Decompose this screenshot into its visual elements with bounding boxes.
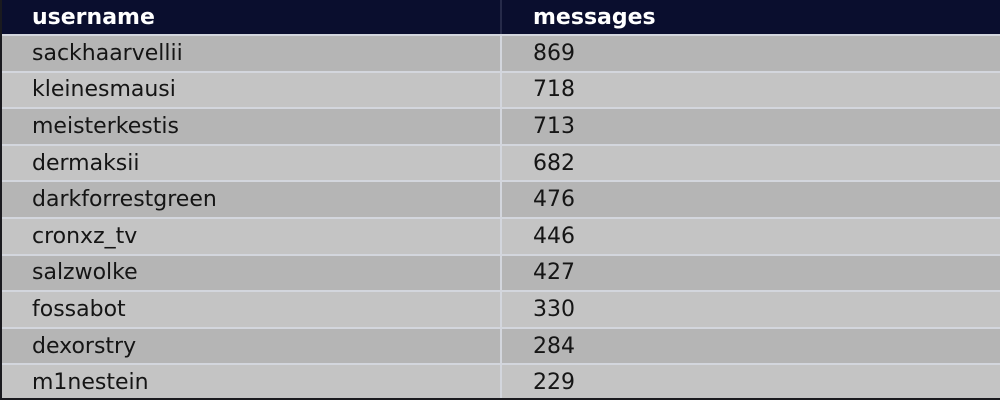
table-row: fossabot 330: [2, 292, 1000, 327]
username-cell: kleinesmausi: [2, 72, 500, 108]
messages-cell: 476: [502, 182, 1000, 217]
messages-cell: 682: [502, 145, 1000, 181]
table-row: dermaksii 682: [2, 145, 1000, 181]
username-cell: sackhaarvellii: [2, 36, 500, 71]
table-row: dexorstry 284: [2, 328, 1000, 364]
username-cell: cronxz_tv: [2, 218, 500, 254]
username-cell: dermaksii: [2, 145, 500, 181]
username-cell: fossabot: [2, 292, 500, 327]
table-row: salzwolke 427: [2, 255, 1000, 291]
table-row: cronxz_tv 446: [2, 218, 1000, 254]
username-cell: darkforrestgreen: [2, 182, 500, 217]
messages-cell: 229: [502, 365, 1000, 398]
username-cell: meisterkestis: [2, 109, 500, 144]
table-row: m1nestein 229: [2, 365, 1000, 398]
messages-cell: 718: [502, 72, 1000, 108]
messages-cell: 427: [502, 255, 1000, 291]
username-cell: m1nestein: [2, 365, 500, 398]
column-header-username: username: [2, 0, 500, 34]
messages-cell: 284: [502, 328, 1000, 364]
username-cell: salzwolke: [2, 255, 500, 291]
messages-cell: 446: [502, 218, 1000, 254]
messages-cell: 713: [502, 109, 1000, 144]
table-body: sackhaarvellii 869 kleinesmausi 718 meisterk…: [2, 34, 1000, 398]
username-cell: dexorstry: [2, 328, 500, 364]
table-row: kleinesmausi 718: [2, 72, 1000, 108]
column-header-messages: messages: [502, 0, 1000, 34]
table-row: meisterkestis 713: [2, 109, 1000, 144]
messages-cell: 869: [502, 36, 1000, 71]
table-row: darkforrestgreen 476: [2, 182, 1000, 217]
table-row: sackhaarvellii 869: [2, 36, 1000, 71]
messages-cell: 330: [502, 292, 1000, 327]
table-header-row: username messages: [2, 0, 1000, 34]
